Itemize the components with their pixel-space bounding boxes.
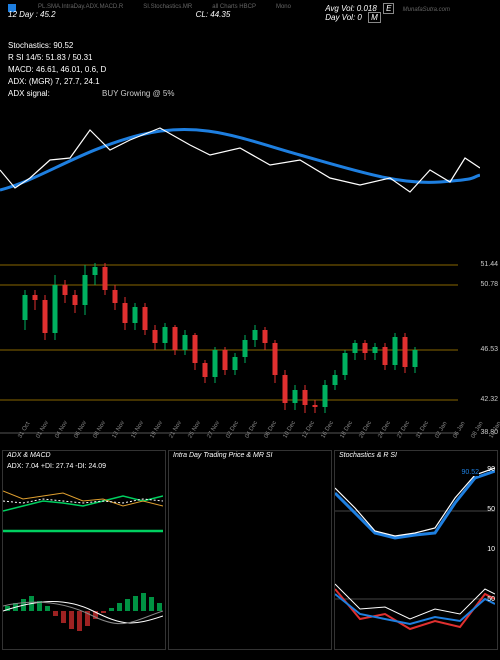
price-level-label: 46.53: [480, 346, 498, 353]
p3-val: 90.52: [461, 469, 479, 476]
panel1-title: ADX & MACD: [7, 452, 51, 459]
p3-tick-50b: 50: [487, 596, 495, 603]
candle-chart-panel: 51.4450.7846.5342.3238.80: [0, 235, 500, 435]
p3-tick-50a: 50: [487, 506, 495, 513]
stat-macd: MACD: 46.61, 46.01, 0.6, D: [8, 64, 174, 76]
p3-tick-10: 10: [487, 546, 495, 553]
line-chart-panel: [0, 100, 500, 220]
rsi-svg: [335, 559, 495, 649]
macd-svg: [3, 561, 163, 651]
signal-text: BUY Growing @ 5%: [102, 89, 174, 98]
panel3-title: Stochastics & R SI: [339, 452, 397, 459]
panel1-sub: ADX: 7.04 +DI: 27.74 -DI: 24.09: [7, 463, 106, 470]
panel2-title: Intra Day Trading Price & MR SI: [173, 452, 272, 459]
stat-rsi: R SI 14/5: 51.83 / 50.31: [8, 52, 174, 64]
stat-stoch: Stochastics: 90.52: [8, 40, 174, 52]
price-level-label: 42.32: [480, 396, 498, 403]
price-level-label: 51.44: [480, 261, 498, 268]
stat-adx: ADX: (MGR) 7, 27.7, 24.1: [8, 76, 174, 88]
header-sub2: SI.Stochastics.MR: [143, 4, 192, 12]
e-badge: E: [383, 3, 394, 14]
day-vol: Day Vol: 0: [325, 13, 362, 22]
close-price: CL: 44.35: [196, 10, 231, 19]
stoch-svg: [335, 463, 495, 558]
intraday-panel: Intra Day Trading Price & MR SI: [168, 450, 332, 650]
header-mono: Mono: [276, 4, 291, 12]
indicator-stats: Stochastics: 90.52 R SI 14/5: 51.83 / 50…: [8, 40, 174, 100]
line-chart-svg: [0, 100, 480, 220]
price-level-label: 50.78: [480, 281, 498, 288]
source: MunafaSutra.com: [403, 7, 450, 13]
stoch-rsi-panel: Stochastics & R SI 90 90.52 50 50 10: [334, 450, 498, 650]
stat-adx-sig: ADX signal:: [8, 89, 50, 98]
bottom-panels: ADX & MACD ADX: 7.04 +DI: 27.74 -DI: 24.…: [0, 450, 500, 650]
candle-chart-svg: [0, 235, 480, 435]
m-badge: M: [368, 12, 381, 23]
p3-tick-90: 90: [487, 466, 495, 473]
adx-svg: [3, 471, 163, 561]
adx-macd-panel: ADX & MACD ADX: 7.04 +DI: 27.74 -DI: 24.…: [2, 450, 166, 650]
date-axis: 31 Oct01 Nov04 Nov06 Nov08 Nov13 Nov15 N…: [20, 435, 480, 441]
day-ma: 12 Day : 45.2: [8, 10, 56, 19]
header-right: Avg Vol: 0.018 E MunafaSutra.com Day Vol…: [325, 4, 450, 22]
